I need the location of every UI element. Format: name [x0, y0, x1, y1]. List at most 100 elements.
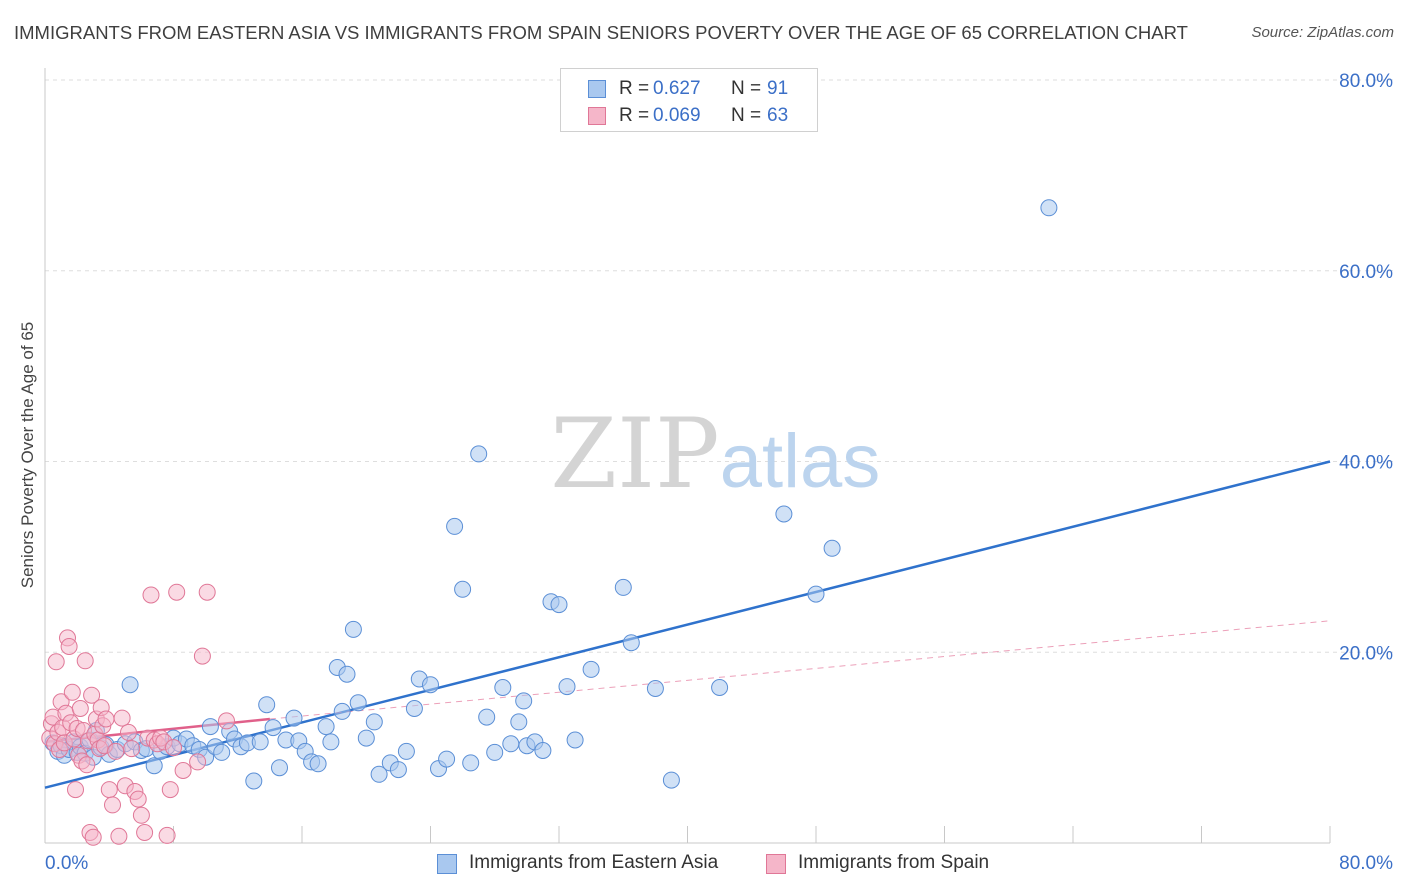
eastern-asia-point — [446, 517, 464, 535]
spain-point — [174, 762, 192, 779]
blue-swatch-icon — [588, 80, 606, 98]
eastern-asia-point — [121, 676, 139, 694]
eastern-asia-point — [566, 731, 584, 749]
y-tick-label: 40.0% — [1339, 453, 1393, 474]
x-tick-label: 80.0% — [1339, 853, 1393, 874]
n-label: N = — [731, 105, 762, 126]
spain-point — [47, 653, 65, 671]
eastern-asia-point — [258, 696, 276, 714]
eastern-asia-point — [662, 771, 680, 789]
eastern-asia-point — [365, 713, 383, 731]
eastern-asia-point — [582, 660, 600, 678]
chart-title: IMMIGRANTS FROM EASTERN ASIA VS IMMIGRAN… — [14, 22, 1188, 43]
blue-swatch-icon — [437, 854, 457, 874]
watermark-zip: ZIP — [550, 398, 719, 510]
eastern-asia-point — [470, 445, 488, 463]
eastern-asia-point — [438, 750, 456, 768]
eastern-asia-point — [494, 679, 512, 696]
spain-point — [136, 824, 154, 841]
y-tick-label: 60.0% — [1339, 262, 1393, 283]
eastern-asia-point — [558, 678, 576, 696]
spain-point — [193, 647, 211, 665]
r-label: R = — [619, 105, 650, 126]
eastern-asia-point — [807, 585, 825, 603]
spain-point — [123, 740, 141, 758]
stats-row-eastern-asia: R = 0.627 N = 91 — [561, 78, 817, 102]
spain-point — [168, 583, 186, 601]
eastern-asia-point — [823, 539, 841, 557]
spain-point — [110, 827, 128, 845]
r-label: R = — [619, 78, 650, 99]
eastern-asia-point — [515, 692, 533, 710]
legend-label: Immigrants from Eastern Asia — [469, 852, 719, 873]
stats-legend: R = 0.627 N = 91 R = 0.069 N = 63 — [560, 68, 818, 132]
eastern-asia-point — [711, 679, 729, 696]
eastern-asia-point — [317, 718, 335, 736]
n-label: N = — [731, 78, 762, 99]
eastern-asia-point — [370, 765, 388, 783]
eastern-asia-point — [646, 680, 664, 697]
eastern-asia-point — [285, 709, 303, 727]
spain-point — [67, 781, 84, 799]
spain-point — [120, 723, 137, 741]
eastern-asia-point — [145, 757, 163, 775]
eastern-asia-point — [550, 596, 568, 614]
spain-point — [113, 709, 131, 727]
legend-label: Immigrants from Spain — [798, 852, 990, 873]
eastern-asia-point — [213, 743, 231, 761]
spain-point — [104, 796, 121, 814]
spain-point — [76, 652, 94, 670]
watermark: ZIP atlas — [550, 398, 880, 510]
spain-point — [198, 583, 216, 601]
eastern-asia-point — [338, 665, 356, 683]
stats-row-spain: R = 0.069 N = 63 — [561, 105, 817, 129]
watermark-atlas: atlas — [720, 419, 881, 504]
spain-point — [78, 756, 96, 774]
eastern-asia-point — [201, 718, 219, 736]
eastern-asia-point — [622, 634, 640, 652]
spain-point — [60, 638, 78, 655]
eastern-asia-trend-line — [44, 460, 1331, 789]
spain-point — [83, 686, 101, 704]
spain-point — [165, 739, 182, 757]
spain-trend-extension — [269, 620, 1331, 720]
pink-swatch-icon — [588, 107, 606, 125]
spain-point — [218, 712, 235, 730]
eastern-asia-point — [614, 578, 632, 596]
eastern-asia-point — [1040, 199, 1058, 217]
spain-point — [132, 806, 150, 824]
x-tick-label: 0.0% — [45, 853, 88, 874]
n-value: 91 — [767, 78, 789, 99]
y-tick-label: 80.0% — [1339, 71, 1393, 92]
spain-point — [142, 586, 160, 604]
gridlines — [45, 79, 1393, 653]
spain-point — [71, 700, 89, 717]
eastern-asia-point — [510, 713, 528, 731]
eastern-asia-point — [271, 759, 288, 777]
eastern-asia-point — [405, 700, 423, 717]
y-axis-label: Seniors Poverty Over the Age of 65 — [18, 321, 37, 589]
axes — [44, 68, 1331, 844]
eastern-asia-point — [251, 733, 269, 751]
spain-point — [161, 781, 179, 799]
source-label: Source: ZipAtlas.com — [1251, 24, 1394, 41]
r-value: 0.627 — [653, 78, 701, 99]
eastern-asia-point — [486, 743, 504, 761]
eastern-asia-point — [245, 772, 263, 790]
eastern-asia-point — [454, 580, 472, 598]
spain-point — [107, 742, 125, 760]
eastern-asia-point — [264, 719, 282, 737]
tick-labels: 20.0% 40.0% 60.0% 80.0% 0.0% 80.0% — [45, 71, 1393, 874]
eastern-asia-point — [534, 742, 552, 759]
n-value: 63 — [767, 105, 789, 126]
spain-point — [100, 781, 118, 799]
eastern-asia-point — [422, 676, 439, 694]
eastern-asia-point — [389, 761, 407, 779]
eastern-asia-point — [462, 754, 480, 772]
spain-point — [129, 790, 147, 808]
eastern-asia-point — [333, 702, 351, 720]
r-value: 0.069 — [653, 105, 701, 126]
pink-swatch-icon — [766, 854, 786, 874]
spain-point — [97, 710, 115, 728]
